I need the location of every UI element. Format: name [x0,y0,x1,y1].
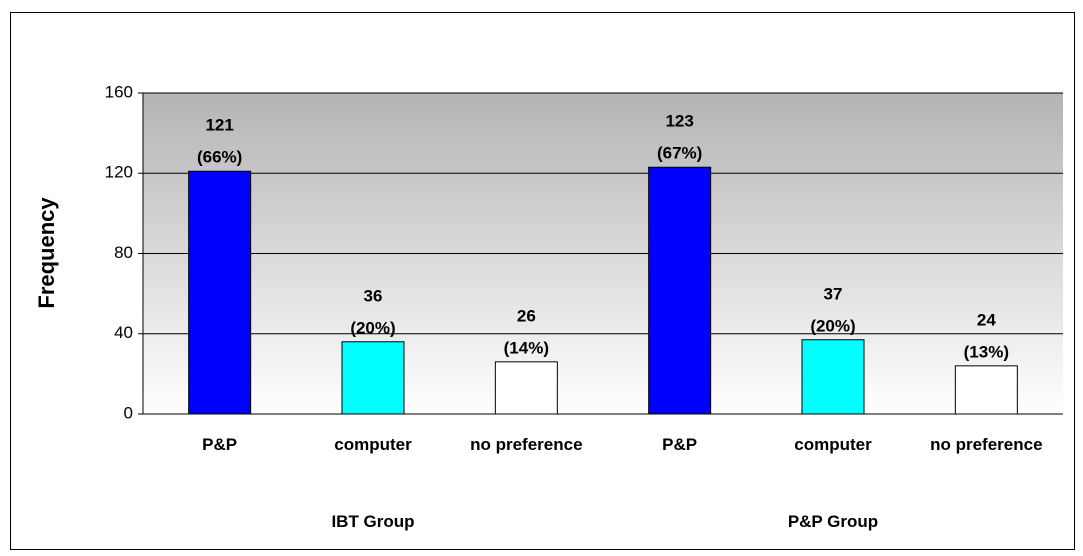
bar [954,365,1018,415]
x-tick-label: P&P [662,435,698,454]
y-tick-label: 160 [105,82,133,101]
y-axis-label: Frequency [34,197,59,309]
y-tick-label: 80 [114,243,133,262]
value-label: 24 [977,310,996,329]
value-label: 123 [665,112,693,131]
value-label: 121 [205,116,233,135]
percent-label: (14%) [504,338,549,357]
y-tick-label: 40 [114,323,133,342]
value-label: 36 [364,286,383,305]
x-tick-label: computer [794,435,872,454]
percent-label: (13%) [964,342,1009,361]
bar [801,339,865,415]
y-tick-label: 0 [124,403,133,422]
bar [341,341,405,415]
bar [648,166,712,415]
x-tick-label: P&P [202,435,238,454]
x-tick-label: no preference [930,435,1043,454]
value-label: 37 [824,284,843,303]
percent-label: (66%) [197,148,242,167]
group-label: P&P Group [787,512,879,531]
bar [494,361,558,415]
percent-label: (67%) [657,144,702,163]
x-tick-label: computer [334,435,412,454]
value-label: 26 [517,306,536,325]
x-tick-label: no preference [470,435,583,454]
group-label: IBT Group [331,512,415,531]
bar [188,170,252,415]
y-tick-label: 120 [105,163,133,182]
percent-label: (20%) [810,316,855,335]
percent-label: (20%) [350,318,395,337]
